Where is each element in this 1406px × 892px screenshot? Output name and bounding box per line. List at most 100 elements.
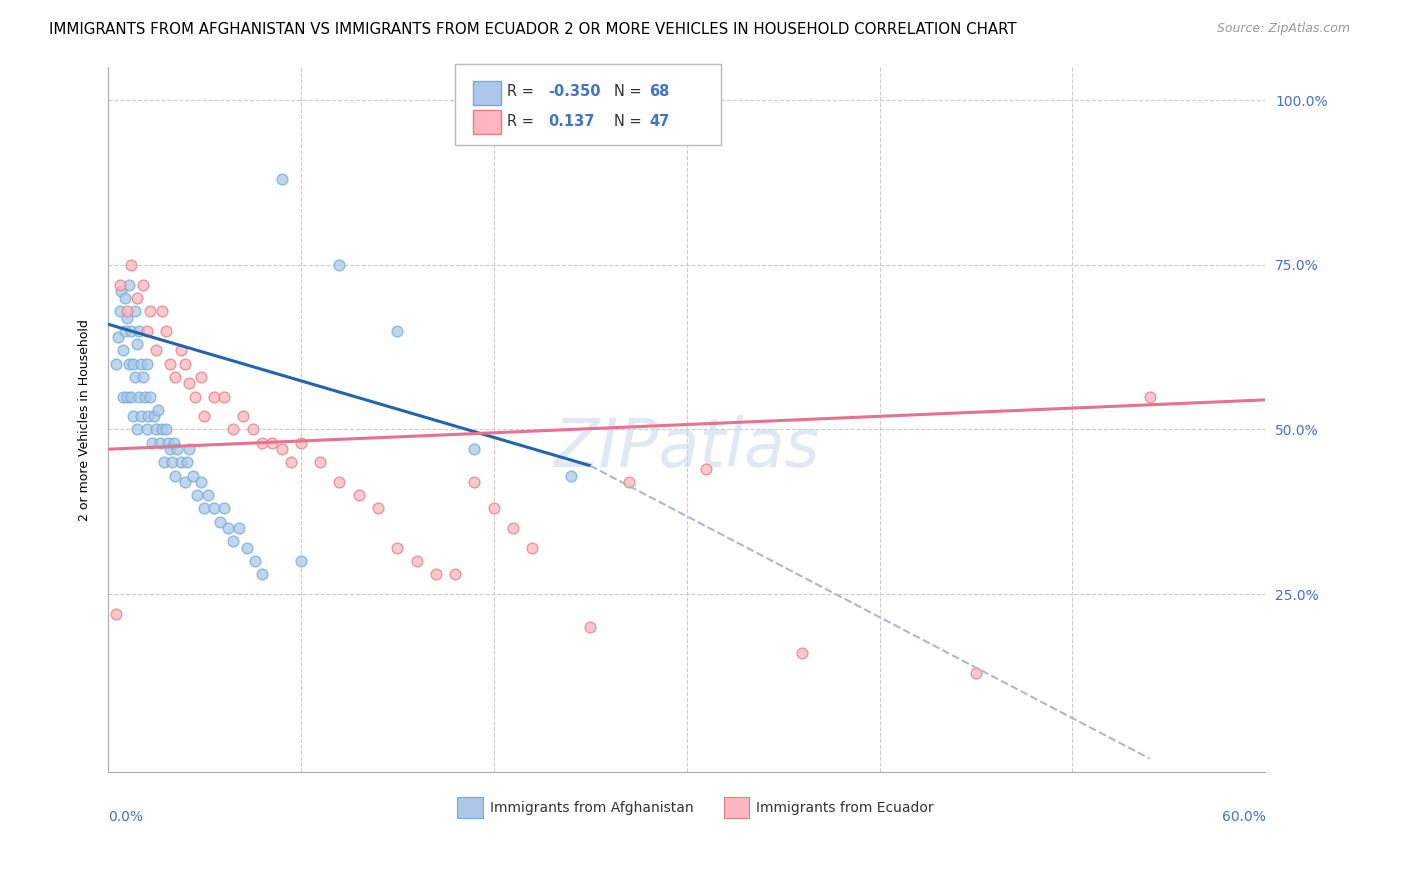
- Point: [270, 172, 292, 186]
- Point: [122, 409, 145, 424]
- Point: [579, 620, 602, 634]
- Text: 0.137: 0.137: [548, 114, 595, 129]
- Point: [146, 402, 169, 417]
- Point: [122, 357, 145, 371]
- Y-axis label: 2 or more Vehicles in Household: 2 or more Vehicles in Household: [79, 318, 91, 521]
- Point: [236, 541, 259, 555]
- Point: [112, 390, 135, 404]
- Point: [150, 304, 173, 318]
- Point: [202, 390, 225, 404]
- Point: [208, 515, 231, 529]
- Point: [115, 390, 138, 404]
- Text: IMMIGRANTS FROM AFGHANISTAN VS IMMIGRANTS FROM ECUADOR 2 OR MORE VEHICLES IN HOU: IMMIGRANTS FROM AFGHANISTAN VS IMMIGRANT…: [49, 22, 1017, 37]
- Point: [107, 330, 129, 344]
- Point: [328, 258, 350, 272]
- Point: [560, 468, 582, 483]
- Point: [290, 435, 312, 450]
- Point: [193, 501, 215, 516]
- Point: [177, 376, 200, 391]
- Point: [405, 554, 427, 568]
- Point: [131, 369, 153, 384]
- Point: [184, 390, 207, 404]
- Text: N =: N =: [614, 85, 645, 99]
- Point: [118, 277, 141, 292]
- Text: Source: ZipAtlas.com: Source: ZipAtlas.com: [1216, 22, 1350, 36]
- Point: [328, 475, 350, 489]
- Point: [425, 567, 447, 582]
- Point: [243, 554, 266, 568]
- Point: [212, 501, 235, 516]
- Point: [695, 462, 717, 476]
- Point: [190, 369, 212, 384]
- Point: [118, 357, 141, 371]
- Point: [110, 285, 132, 299]
- Point: [252, 567, 274, 582]
- Point: [115, 304, 138, 318]
- Point: [153, 455, 176, 469]
- Point: [252, 435, 274, 450]
- Point: [155, 422, 177, 436]
- Point: [166, 442, 188, 457]
- Point: [145, 422, 167, 436]
- Point: [181, 468, 204, 483]
- Point: [482, 501, 505, 516]
- Point: [156, 435, 179, 450]
- Point: [124, 304, 146, 318]
- Point: [186, 488, 208, 502]
- Point: [108, 277, 131, 292]
- Point: [387, 324, 409, 338]
- Text: Immigrants from Afghanistan: Immigrants from Afghanistan: [489, 801, 693, 814]
- Point: [174, 357, 197, 371]
- FancyBboxPatch shape: [724, 797, 749, 818]
- Point: [120, 390, 142, 404]
- Point: [128, 324, 150, 338]
- Text: ZIPatlas: ZIPatlas: [554, 415, 820, 481]
- Point: [502, 521, 524, 535]
- Point: [347, 488, 370, 502]
- Point: [162, 435, 184, 450]
- Point: [270, 442, 292, 457]
- Point: [217, 521, 239, 535]
- Point: [309, 455, 332, 469]
- Text: R =: R =: [508, 114, 538, 129]
- Point: [197, 488, 219, 502]
- Point: [367, 501, 389, 516]
- Point: [125, 337, 148, 351]
- Point: [135, 357, 157, 371]
- Point: [792, 646, 814, 660]
- Point: [290, 554, 312, 568]
- Point: [104, 357, 127, 371]
- Point: [125, 422, 148, 436]
- Point: [108, 304, 131, 318]
- Point: [463, 442, 485, 457]
- Text: 60.0%: 60.0%: [1222, 811, 1265, 824]
- Point: [965, 665, 987, 680]
- Point: [135, 324, 157, 338]
- Point: [444, 567, 467, 582]
- Text: Immigrants from Ecuador: Immigrants from Ecuador: [756, 801, 934, 814]
- Point: [112, 343, 135, 358]
- Point: [242, 422, 264, 436]
- Text: 0.0%: 0.0%: [108, 811, 143, 824]
- Point: [202, 501, 225, 516]
- Point: [150, 422, 173, 436]
- Point: [176, 455, 198, 469]
- Point: [190, 475, 212, 489]
- Text: R =: R =: [508, 85, 538, 99]
- FancyBboxPatch shape: [472, 80, 502, 104]
- Point: [260, 435, 283, 450]
- Point: [160, 455, 183, 469]
- Point: [149, 435, 172, 450]
- Point: [124, 369, 146, 384]
- Point: [115, 310, 138, 325]
- Point: [463, 475, 485, 489]
- Point: [170, 343, 193, 358]
- Text: 68: 68: [650, 85, 671, 99]
- Point: [228, 521, 250, 535]
- Point: [177, 442, 200, 457]
- Point: [129, 357, 152, 371]
- Point: [522, 541, 544, 555]
- Point: [125, 291, 148, 305]
- Point: [128, 390, 150, 404]
- Point: [141, 435, 163, 450]
